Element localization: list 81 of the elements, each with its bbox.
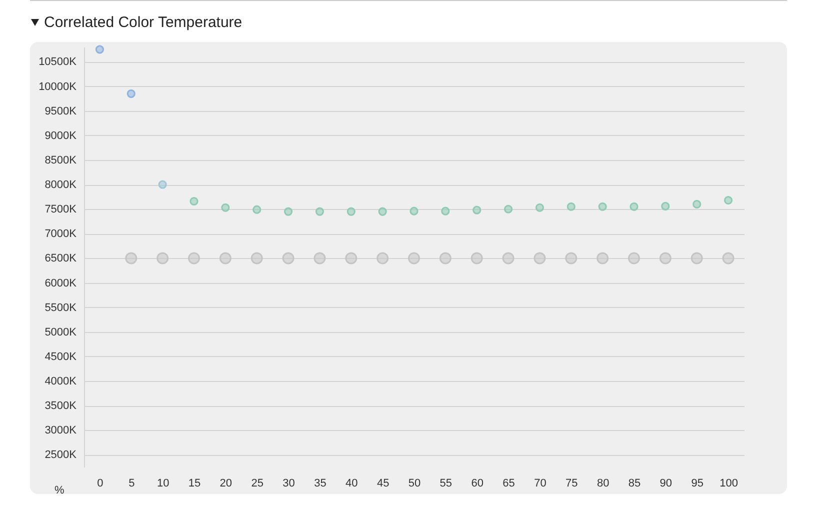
x-tick-label: 5 xyxy=(128,478,135,490)
point xyxy=(346,207,356,216)
point xyxy=(345,252,358,264)
point xyxy=(441,206,450,216)
point xyxy=(722,252,734,264)
point xyxy=(125,252,138,264)
x-tick-label: 65 xyxy=(502,478,515,490)
x-tick-label: 50 xyxy=(408,478,421,490)
point xyxy=(596,252,609,264)
point xyxy=(252,205,262,214)
point xyxy=(472,206,482,214)
x-tick-label: 85 xyxy=(628,478,641,490)
point xyxy=(534,252,546,264)
x-tick-label: 80 xyxy=(596,478,610,490)
point xyxy=(502,252,514,264)
y-tick-label: 4000K xyxy=(44,376,78,388)
y-tick-label: 5500K xyxy=(44,302,78,314)
x-tick-label: 90 xyxy=(660,478,672,490)
x-tick-label: 30 xyxy=(282,478,295,490)
point xyxy=(690,252,703,264)
x-axis-title: % xyxy=(54,484,64,496)
y-tick-label: 6500K xyxy=(44,252,78,265)
point xyxy=(158,180,167,189)
point xyxy=(282,252,294,264)
x-tick-label: 25 xyxy=(251,478,264,490)
point xyxy=(439,252,452,264)
y-tick-label: 3500K xyxy=(44,400,78,412)
point xyxy=(378,207,387,216)
point xyxy=(315,207,324,216)
x-tick-label: 40 xyxy=(346,478,358,490)
x-tick-label: 45 xyxy=(376,478,390,490)
y-tick-label: 5000K xyxy=(44,326,78,338)
y-tick-label: 7500K xyxy=(44,204,78,216)
point xyxy=(535,203,544,212)
point xyxy=(156,252,169,264)
point xyxy=(470,252,483,264)
x-tick-label: 60 xyxy=(471,478,484,490)
point xyxy=(598,202,607,211)
y-tick-label: 6000K xyxy=(44,277,78,290)
y-tick-label: 10500K xyxy=(38,56,78,68)
x-tick-label: 75 xyxy=(566,478,578,490)
point xyxy=(188,252,200,264)
point xyxy=(250,252,263,264)
point xyxy=(219,252,232,264)
y-tick-label: 4500K xyxy=(44,350,78,363)
point xyxy=(408,252,420,264)
y-tick-label: 9000K xyxy=(44,130,78,142)
point xyxy=(630,202,638,211)
point xyxy=(95,45,104,54)
point xyxy=(661,202,670,210)
point xyxy=(221,203,230,212)
y-tick-label: 10000K xyxy=(38,80,78,93)
x-tick-label: 55 xyxy=(440,478,452,490)
x-tick-label: 95 xyxy=(691,478,704,490)
point xyxy=(126,89,136,98)
y-tick-label: 9500K xyxy=(44,105,78,118)
point xyxy=(628,252,640,264)
point xyxy=(284,207,293,216)
y-tick-label: 8500K xyxy=(44,154,78,166)
x-tick-label: 0 xyxy=(97,478,104,490)
point xyxy=(376,252,389,264)
point xyxy=(314,252,326,264)
point xyxy=(659,252,672,264)
y-tick-label: 3000K xyxy=(44,424,78,437)
point xyxy=(504,204,513,214)
chart-title: Correlated Color Temperature xyxy=(44,14,242,31)
x-tick-label: 70 xyxy=(534,478,546,490)
point xyxy=(566,202,576,211)
point xyxy=(724,196,733,205)
point xyxy=(692,200,702,208)
x-tick-label: 100 xyxy=(720,478,738,490)
x-tick-label: 15 xyxy=(188,478,201,490)
y-tick-label: 2500K xyxy=(44,449,78,462)
x-tick-label: 10 xyxy=(156,478,170,490)
point xyxy=(410,206,418,216)
x-tick-label: 20 xyxy=(220,478,232,490)
x-tick-label: 35 xyxy=(314,478,326,490)
point xyxy=(190,196,198,206)
y-tick-label: 7000K xyxy=(44,228,78,240)
point xyxy=(565,252,578,264)
y-tick-label: 8000K xyxy=(44,179,78,192)
